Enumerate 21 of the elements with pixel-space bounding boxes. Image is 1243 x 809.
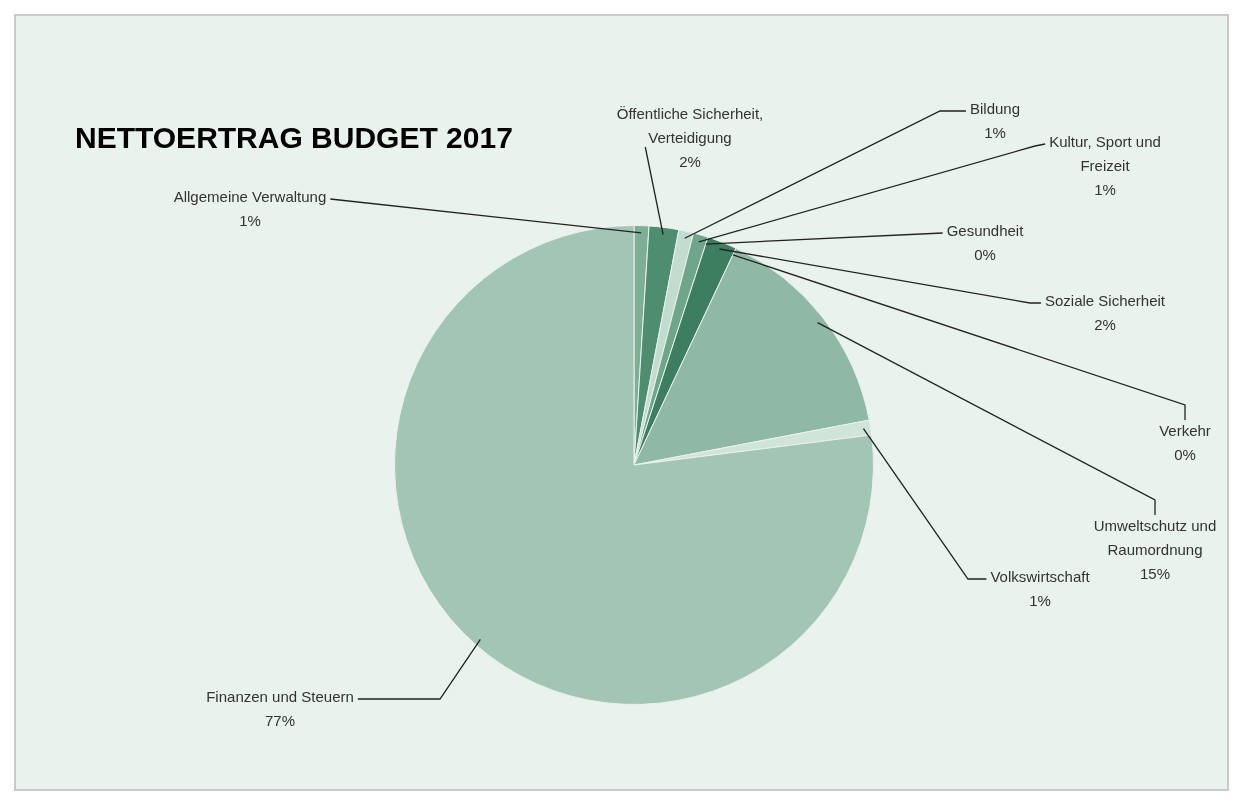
data-label: 1% — [1094, 180, 1116, 198]
data-label: 1% — [1029, 591, 1051, 609]
slice-label: Volkswirtschaft — [990, 567, 1091, 585]
slice-label: Bildung — [969, 99, 1021, 117]
slice-label: Kultur, Sport und Freizeit — [1049, 132, 1161, 174]
category-label: Gesundheit — [946, 221, 1024, 239]
text: 0% — [1174, 445, 1196, 463]
data-label: 1% — [239, 211, 261, 229]
data-label: 2% — [1094, 315, 1116, 333]
text: NETTOERTRAG BUDGET 2017 — [75, 121, 513, 154]
data-label: 2% — [679, 152, 701, 170]
slice-label: Finanzen und Steuern — [206, 687, 354, 705]
text: 0% — [974, 245, 996, 263]
data-label: 77% — [264, 711, 296, 729]
category-label: Verkehr — [1159, 421, 1211, 439]
slice-label: Umweltschutz und Raumordnung — [1093, 516, 1217, 558]
data-label: 1% — [984, 123, 1006, 141]
slice-label: Allgemeine Verwaltung — [173, 187, 327, 205]
data-label: 15% — [1139, 564, 1171, 582]
slice-label: Öffentliche Sicherheit, Verteidigung — [616, 104, 764, 146]
slice-label: Soziale Sicherheit — [1044, 291, 1166, 309]
